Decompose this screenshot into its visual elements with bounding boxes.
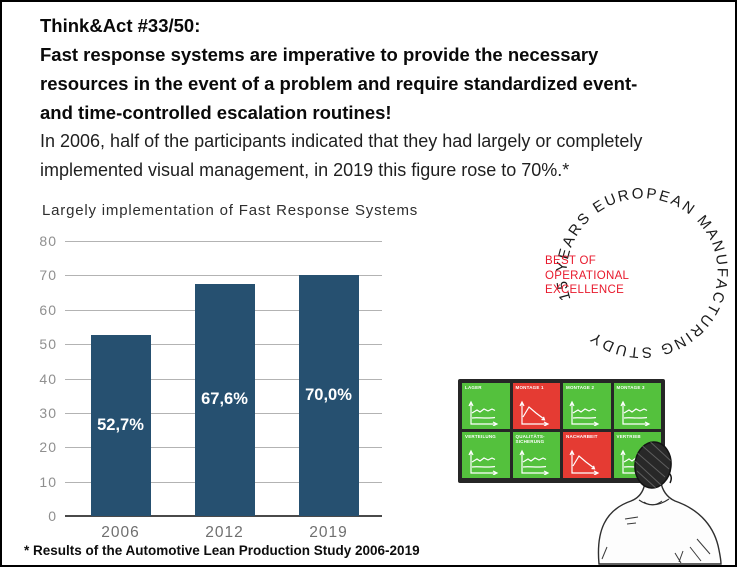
dashboard-tile: VERTEILUNG [462,432,510,478]
y-axis-tick-label: 20 [39,439,57,456]
y-axis-tick-label: 0 [48,508,57,524]
tile-label: MONTAGE 3 [616,385,645,390]
subtext-line-1: In 2006, half of the participants indica… [40,131,643,151]
tile-chart-icon [569,400,600,426]
bar-chart: Largely implementation of Fast Response … [24,192,504,542]
y-axis-tick-label: 70 [39,267,57,284]
tile-label: VERTEILUNG [465,434,497,439]
chart-footnote: * Results of the Automotive Lean Product… [24,543,420,558]
tile-label: NACHARBEIT [566,434,598,439]
x-axis-category-label: 2006 [101,524,140,541]
header-text-block: Think&Act #33/50: Fast response systems … [40,11,730,185]
bar-value-label: 67,6% [201,390,248,408]
bar: 67,6% [194,284,255,516]
badge-center-line-2: OPERATIONAL [545,269,630,282]
headline-line-1: Fast response systems are imperative to … [40,44,599,65]
tile-label: QUALITÄTS-SICHERUNG [515,434,545,444]
tile-chart-icon [518,400,549,426]
tile-label: LAGER [465,385,482,390]
dashboard-tile: NACHARBEIT [563,432,611,478]
person-torso [597,481,722,565]
person-head [634,441,672,489]
gridline [65,241,382,242]
bar-value-label: 70,0% [305,385,352,404]
dashboard-tile: QUALITÄTS-SICHERUNG [512,432,560,478]
y-axis-tick-label: 10 [39,473,57,490]
bar: 70,0% [298,275,359,516]
badge-center-line-3: EXCELLENCE [545,284,625,297]
person-illustration [597,441,722,565]
y-axis-tick-label: 50 [39,336,57,353]
subtext-line-2: implemented visual management, in 2019 t… [40,160,570,180]
bar-value-label: 52,7% [97,415,144,434]
dashboard-tile: MONTAGE 2 [563,383,611,429]
slide-title: Think&Act #33/50: [40,15,201,36]
gridline [65,275,382,277]
y-axis-tick-label: 30 [39,404,57,421]
chart-plot-area: 0 10 20 30 40 50 60 70 80 52,7% 2006 67,6% 2012 70,0%… [39,233,382,541]
award-badge: 15 YEARS EUROPEAN MANUFACTURING STUDY [553,186,728,361]
tile-label: MONTAGE 2 [566,385,595,390]
badge-center-line-1: BEST OF [545,255,597,267]
bar: 52,7% [90,335,151,516]
x-axis-line [65,515,382,517]
tile-chart-icon [468,449,499,475]
x-axis-category-label: 2012 [205,524,244,541]
tile-chart-icon [619,400,650,426]
dashboard-tile: LAGER [462,383,510,429]
tile-label: MONTAGE 1 [515,385,544,390]
y-axis-tick-label: 80 [39,233,57,249]
person-ear [668,472,672,484]
badge-center-text: BEST OF OPERATIONAL EXCELLENCE [545,254,629,298]
tile-chart-icon [468,400,499,426]
headline-line-3: and time-controlled escalation routines! [40,102,392,123]
x-axis-category-label: 2019 [309,524,348,541]
tile-chart-icon [518,449,549,475]
chart-title: Largely implementation of Fast Response … [42,202,419,219]
y-axis-tick-label: 40 [39,370,57,387]
tile-chart-icon [569,449,600,475]
dashboard-tile: MONTAGE 3 [613,383,661,429]
tile-label: VERTRIEB [616,434,641,439]
headline-line-2: resources in the event of a problem and … [40,73,638,94]
dashboard-tile: MONTAGE 1 [512,383,560,429]
y-axis-tick-label: 60 [39,301,57,318]
